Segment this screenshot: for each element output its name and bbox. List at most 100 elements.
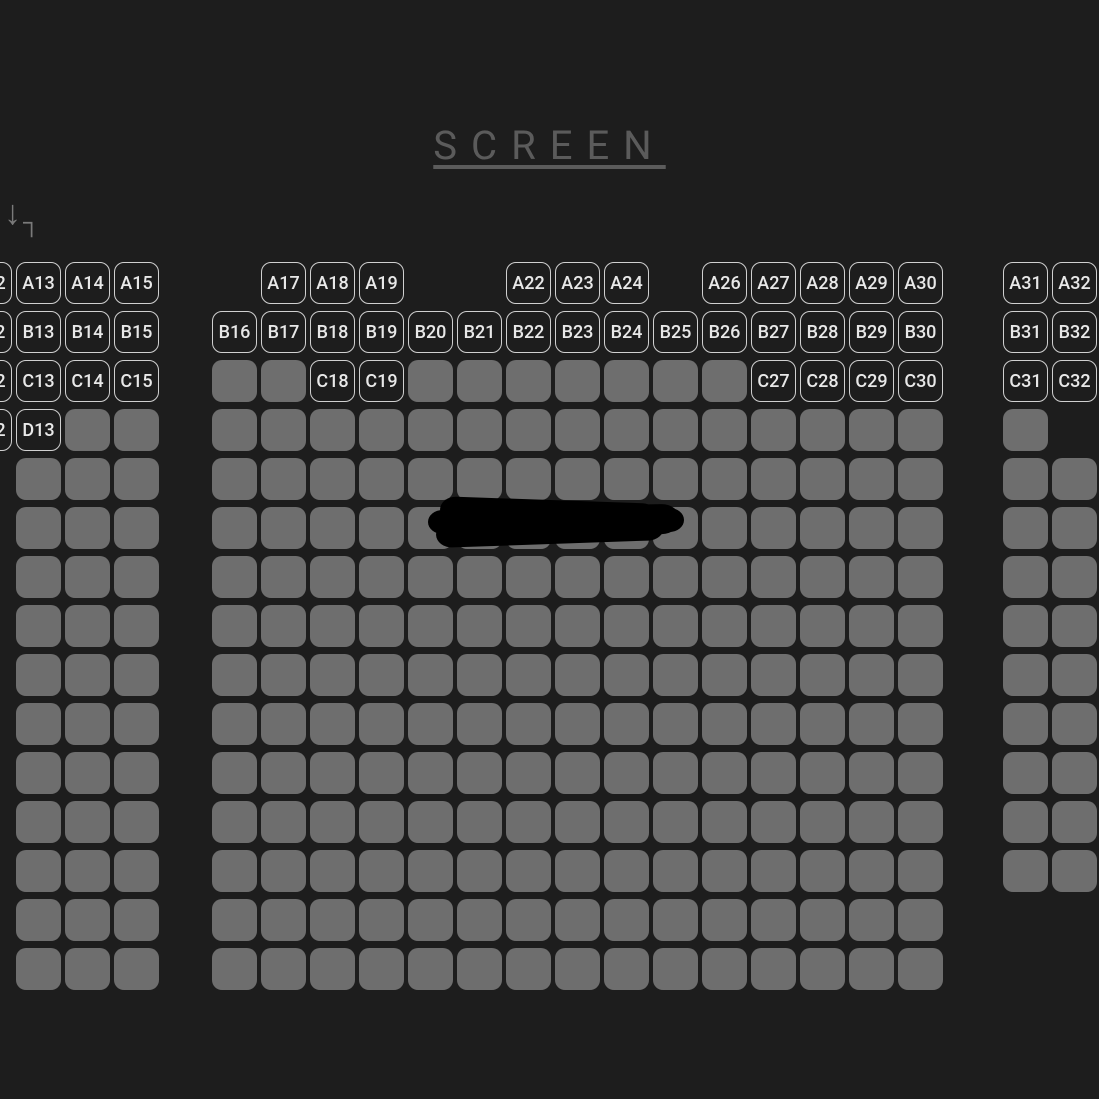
seat-b32[interactable]: B32	[1052, 311, 1097, 353]
seat-o17	[261, 948, 306, 990]
seat-a27[interactable]: A27	[751, 262, 796, 304]
seat-o28	[800, 948, 845, 990]
seat-k26	[702, 752, 747, 794]
seat-b16[interactable]: B16	[212, 311, 257, 353]
seat-c15[interactable]: C15	[114, 360, 159, 402]
seat-b14[interactable]: B14	[65, 311, 110, 353]
seat-a22[interactable]: A22	[506, 262, 551, 304]
seat-k25	[653, 752, 698, 794]
seat-i19	[359, 654, 404, 696]
seat-a23[interactable]: A23	[555, 262, 600, 304]
seat-a12[interactable]: A12	[0, 262, 12, 304]
seat-o20	[408, 948, 453, 990]
seat-c12[interactable]: C12	[0, 360, 12, 402]
seat-a26[interactable]: A26	[702, 262, 747, 304]
seat-c13[interactable]: C13	[16, 360, 61, 402]
seat-j15	[114, 703, 159, 745]
seat-i13	[16, 654, 61, 696]
seat-a29[interactable]: A29	[849, 262, 894, 304]
seat-g23	[555, 556, 600, 598]
seat-l30	[898, 801, 943, 843]
seat-b21[interactable]: B21	[457, 311, 502, 353]
seat-b23[interactable]: B23	[555, 311, 600, 353]
seat-c32[interactable]: C32	[1052, 360, 1097, 402]
seat-m20	[408, 850, 453, 892]
seat-n22	[506, 899, 551, 941]
seat-b29[interactable]: B29	[849, 311, 894, 353]
seat-i14	[65, 654, 110, 696]
seat-c31[interactable]: C31	[1003, 360, 1048, 402]
seat-l20	[408, 801, 453, 843]
seat-i22	[506, 654, 551, 696]
seat-c28[interactable]: C28	[800, 360, 845, 402]
seat-h13	[16, 605, 61, 647]
seat-c14[interactable]: C14	[65, 360, 110, 402]
seat-c29[interactable]: C29	[849, 360, 894, 402]
seat-g32	[1052, 556, 1097, 598]
seat-a19[interactable]: A19	[359, 262, 404, 304]
redaction-scribble	[644, 508, 684, 532]
seat-j21	[457, 703, 502, 745]
seat-b27[interactable]: B27	[751, 311, 796, 353]
seat-e23	[555, 458, 600, 500]
seat-k30	[898, 752, 943, 794]
seat-a31[interactable]: A31	[1003, 262, 1048, 304]
seat-b13[interactable]: B13	[16, 311, 61, 353]
seat-j29	[849, 703, 894, 745]
seat-j23	[555, 703, 600, 745]
seat-b26[interactable]: B26	[702, 311, 747, 353]
seat-b19[interactable]: B19	[359, 311, 404, 353]
seat-a14[interactable]: A14	[65, 262, 110, 304]
seat-i23	[555, 654, 600, 696]
seat-l15	[114, 801, 159, 843]
seat-b22[interactable]: B22	[506, 311, 551, 353]
seat-m29	[849, 850, 894, 892]
seat-h25	[653, 605, 698, 647]
seat-e13	[16, 458, 61, 500]
seat-h27	[751, 605, 796, 647]
seat-d12[interactable]: D12	[0, 409, 12, 451]
seat-i27	[751, 654, 796, 696]
seat-b18[interactable]: B18	[310, 311, 355, 353]
seat-b25[interactable]: B25	[653, 311, 698, 353]
seat-a30[interactable]: A30	[898, 262, 943, 304]
seat-i17	[261, 654, 306, 696]
seat-b28[interactable]: B28	[800, 311, 845, 353]
seat-b15[interactable]: B15	[114, 311, 159, 353]
seat-a18[interactable]: A18	[310, 262, 355, 304]
seat-k21	[457, 752, 502, 794]
seat-e20	[408, 458, 453, 500]
seat-b24[interactable]: B24	[604, 311, 649, 353]
seat-a24[interactable]: A24	[604, 262, 649, 304]
seat-a17[interactable]: A17	[261, 262, 306, 304]
seat-j25	[653, 703, 698, 745]
seat-m19	[359, 850, 404, 892]
seat-b31[interactable]: B31	[1003, 311, 1048, 353]
seat-e28	[800, 458, 845, 500]
seat-b17[interactable]: B17	[261, 311, 306, 353]
seat-c19[interactable]: C19	[359, 360, 404, 402]
seat-b30[interactable]: B30	[898, 311, 943, 353]
seat-d18	[310, 409, 355, 451]
seat-c27[interactable]: C27	[751, 360, 796, 402]
seat-i28	[800, 654, 845, 696]
seat-f13	[16, 507, 61, 549]
seat-e14	[65, 458, 110, 500]
seat-l23	[555, 801, 600, 843]
seat-g16	[212, 556, 257, 598]
seat-b20[interactable]: B20	[408, 311, 453, 353]
seat-n30	[898, 899, 943, 941]
seat-a28[interactable]: A28	[800, 262, 845, 304]
seat-h16	[212, 605, 257, 647]
seat-o27	[751, 948, 796, 990]
seat-j26	[702, 703, 747, 745]
seat-b12[interactable]: B12	[0, 311, 12, 353]
seat-a32[interactable]: A32	[1052, 262, 1097, 304]
seat-c18[interactable]: C18	[310, 360, 355, 402]
seat-c30[interactable]: C30	[898, 360, 943, 402]
seat-a15[interactable]: A15	[114, 262, 159, 304]
seat-a13[interactable]: A13	[16, 262, 61, 304]
seat-d13[interactable]: D13	[16, 409, 61, 451]
seat-g30	[898, 556, 943, 598]
seat-d22	[506, 409, 551, 451]
